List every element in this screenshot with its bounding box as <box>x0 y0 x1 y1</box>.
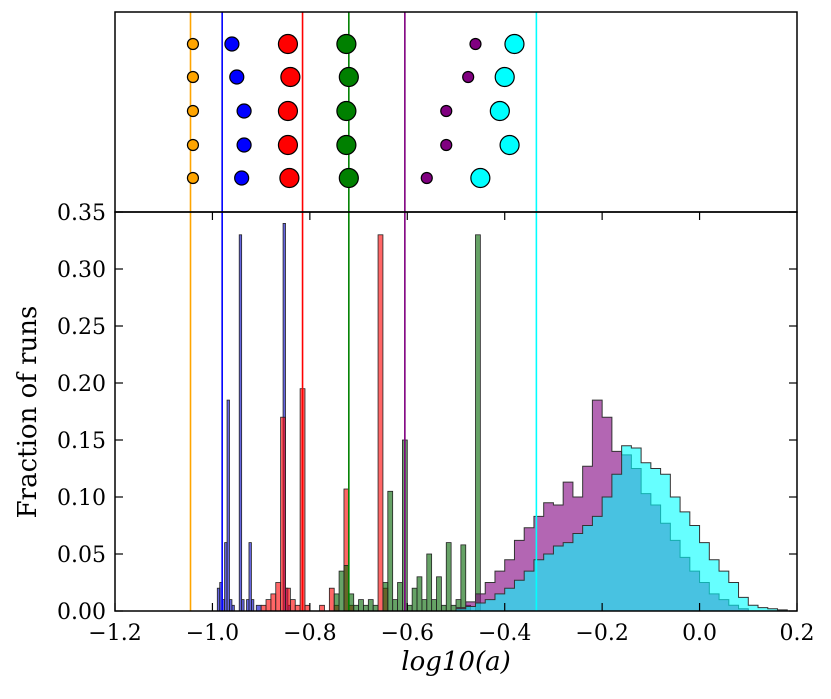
histogram-bar-2-16 <box>416 576 423 612</box>
histogram-bar-2-8 <box>372 604 379 612</box>
histogram-bar-2-17 <box>421 599 428 612</box>
reference-lines <box>189 12 538 611</box>
histogram-bar-2-27 <box>475 234 481 612</box>
histogram-bar-0-6 <box>231 604 235 612</box>
marker-5-3 <box>499 134 520 156</box>
histogram-bar-1-5 <box>285 587 291 612</box>
x-tick-labels: −1.2 −1.0 −0.8 −0.6 −0.4 −0.2 0.0 0.2 <box>88 621 814 646</box>
marker-4-2 <box>440 104 453 118</box>
marker-5-2 <box>489 100 510 122</box>
histogram-bar-2-6 <box>363 604 369 612</box>
histogram-bar-2-14 <box>406 604 413 612</box>
marker-2-0 <box>277 33 299 55</box>
marker-1-0 <box>224 36 240 52</box>
histogram-bar-2-5 <box>358 599 364 612</box>
y-tick-label: 0.20 <box>57 372 106 397</box>
main-panel-frame <box>114 211 798 612</box>
x-tick-label: −0.8 <box>283 621 336 646</box>
histogram-bar-1-4 <box>280 416 286 612</box>
y-tick-label: 0.10 <box>57 486 106 511</box>
histogram-bar-2-7 <box>367 599 374 612</box>
histogram-bar-2-4 <box>353 604 359 612</box>
histogram-bar-1-1 <box>265 599 272 612</box>
histogram-bar-1-9 <box>304 604 311 612</box>
marker-3-3 <box>336 134 357 156</box>
marker-2-3 <box>277 134 299 156</box>
marker-3-0 <box>336 33 357 55</box>
histogram-bar-0-11 <box>250 599 255 612</box>
marker-1-4 <box>234 170 250 186</box>
histogram-bar-1-2 <box>270 593 277 612</box>
marker-1-1 <box>229 69 245 85</box>
marker-0-1 <box>186 70 200 84</box>
histogram-bar-1-6 <box>289 599 296 612</box>
marker-3-4 <box>338 167 359 189</box>
x-axis-label: log10(a) <box>401 647 510 677</box>
marker-3-1 <box>338 66 359 88</box>
marker-1-2 <box>236 103 252 119</box>
marker-5-0 <box>504 33 525 55</box>
histogram-bar-2-1 <box>338 570 345 612</box>
marker-2-1 <box>280 66 301 88</box>
histogram-bar-2-10 <box>387 490 394 612</box>
y-tick-label: 0.35 <box>57 201 106 226</box>
y-tick-label: 0.05 <box>57 543 106 568</box>
histogram-bar-2-11 <box>392 599 398 612</box>
x-tick-label: −0.2 <box>575 621 628 646</box>
histogram-bar-1-10 <box>319 604 325 612</box>
histogram-bar-1-15 <box>377 234 384 612</box>
tick-marks <box>114 211 798 612</box>
x-tick-label: −0.6 <box>381 621 434 646</box>
histogram-bar-2-18 <box>426 553 433 612</box>
y-tick-label: 0.30 <box>57 258 106 283</box>
histogram-bar-1-11 <box>328 587 335 612</box>
axes <box>114 11 798 612</box>
histogram-bar-2-21 <box>440 604 447 612</box>
histogram-bar-2-22 <box>445 542 452 612</box>
marker-0-4 <box>186 171 200 185</box>
marker-5-1 <box>494 66 515 88</box>
histogram-bar-2-15 <box>411 587 418 612</box>
histogram-bar-2-9 <box>382 582 389 612</box>
marker-2-2 <box>277 100 299 122</box>
marker-1-3 <box>236 137 252 153</box>
marker-3-2 <box>336 100 357 122</box>
y-tick-label: 0.15 <box>57 429 106 454</box>
x-tick-label: 0.0 <box>682 621 717 646</box>
histogram-bar-2-23 <box>450 604 457 612</box>
histogram-bar-1-3 <box>275 582 282 612</box>
histogram-bar-2-12 <box>397 582 403 612</box>
x-tick-label: −0.4 <box>478 621 531 646</box>
y-tick-label: 0.25 <box>57 315 106 340</box>
marker-4-4 <box>420 171 433 185</box>
histogram-bar-0-12 <box>255 604 262 612</box>
x-tick-label: 0.2 <box>780 621 815 646</box>
marker-4-0 <box>469 37 482 51</box>
y-tick-labels: 0.00 0.05 0.10 0.15 0.20 0.25 0.30 0.35 <box>57 201 106 625</box>
marker-5-4 <box>470 167 491 189</box>
histogram-bar-2-19 <box>431 599 437 612</box>
histogram-bar-0-4 <box>226 399 230 612</box>
histogram-bar-2-0 <box>333 593 340 612</box>
top-panel-markers <box>186 33 525 189</box>
top-panel-frame <box>114 11 798 213</box>
histogram-series-4 <box>455 445 788 612</box>
histogram-bar-0-7 <box>238 234 243 612</box>
histogram-bar-1-0 <box>260 604 267 612</box>
marker-4-1 <box>462 70 475 84</box>
x-tick-label: −1.2 <box>88 621 141 646</box>
y-axis-label: Fraction of runs <box>13 306 43 519</box>
marker-0-0 <box>186 37 200 51</box>
histogram-bar-2-25 <box>460 544 467 612</box>
histogram-bar-1-7 <box>294 604 301 612</box>
histogram-bar-0-8 <box>241 599 245 612</box>
y-tick-label: 0.00 <box>57 600 106 625</box>
marker-0-3 <box>186 138 200 152</box>
marker-2-4 <box>279 167 300 189</box>
x-tick-label: −1.0 <box>186 621 239 646</box>
marker-0-2 <box>186 104 200 118</box>
histogram-bar-2-20 <box>436 576 442 612</box>
marker-4-3 <box>440 138 453 152</box>
